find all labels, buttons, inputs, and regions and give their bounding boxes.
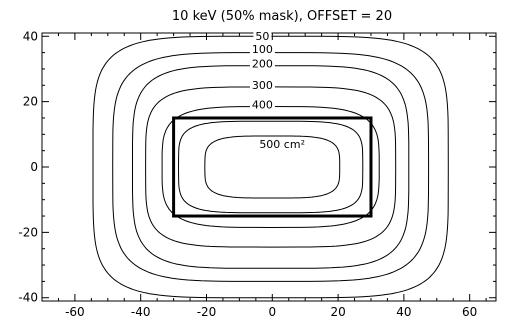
contour-label-bg [253, 29, 272, 41]
plot-frame [41, 32, 497, 302]
contour-label-bg [249, 78, 275, 90]
y-tick-label: -40 [18, 291, 38, 305]
contour-100 [112, 52, 430, 282]
axis-ticks [42, 33, 496, 301]
x-tick-label: 60 [462, 305, 477, 319]
x-tick-label: 40 [396, 305, 411, 319]
contour-500 [204, 135, 341, 199]
contour-label-50: 50 [255, 30, 269, 43]
x-tick-label: -40 [131, 305, 151, 319]
y-tick-label: 0 [30, 160, 38, 174]
contour-label-200: 200 [252, 58, 273, 71]
contour-300 [145, 86, 397, 248]
x-tick-label: 0 [268, 305, 276, 319]
x-tick-label: -60 [65, 305, 85, 319]
contour-label-bg [249, 57, 275, 69]
contour-label-500: 500 cm² [259, 138, 305, 151]
contour-label-bg [249, 98, 275, 110]
y-tick-label: 40 [23, 29, 38, 43]
contour-lines [92, 35, 449, 299]
x-tick-label: -20 [197, 305, 217, 319]
contour-label-100: 100 [252, 43, 273, 56]
contour-400 [161, 105, 380, 229]
contour-label-400: 400 [252, 99, 273, 112]
contour-label-300: 300 [252, 79, 273, 92]
contour-label-bg [255, 137, 309, 149]
y-tick-label: 20 [23, 95, 38, 109]
chart-title: 10 keV (50% mask), OFFSET = 20 [172, 9, 392, 24]
y-tick-label: -20 [18, 225, 38, 239]
x-tick-label: 20 [330, 305, 345, 319]
contour-label-bg [249, 42, 275, 54]
contour-inner [177, 120, 364, 214]
y-tick-labels: -40 -20 0 20 40 [18, 29, 38, 304]
x-tick-labels: -60 -40 -20 0 20 40 60 [65, 305, 477, 319]
contour-200 [132, 65, 410, 269]
detector-rectangle [172, 116, 373, 218]
contour-50 [92, 35, 449, 299]
